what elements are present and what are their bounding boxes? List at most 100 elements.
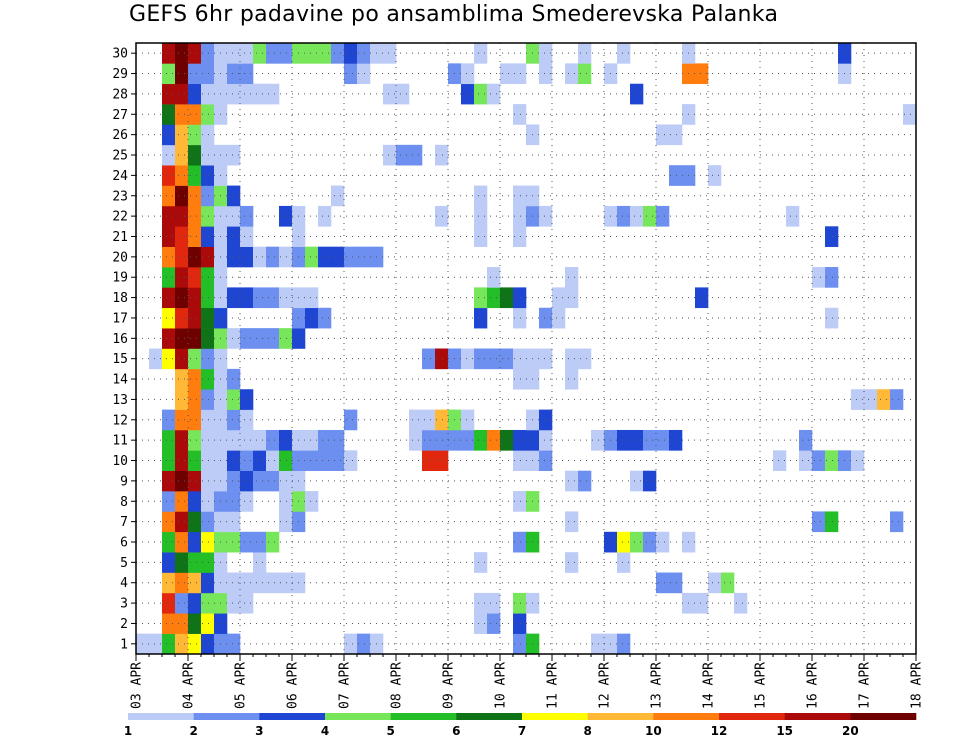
- heatmap-cell: [812, 450, 826, 471]
- heatmap-cell: [318, 307, 332, 329]
- heatmap-cell: [162, 348, 176, 370]
- heatmap-cell: [487, 613, 501, 634]
- heatmap-cell: [240, 470, 254, 492]
- heatmap-cell: [396, 144, 410, 166]
- heatmap-cell: [422, 348, 436, 370]
- legend-swatch: [259, 713, 326, 720]
- y-tick-label: 19: [112, 271, 128, 286]
- heatmap-cell: [227, 144, 241, 166]
- heatmap-cell: [487, 592, 501, 614]
- x-tick-label: 09 APR: [442, 662, 457, 709]
- heatmap-cell: [201, 511, 215, 533]
- heatmap-cell: [188, 348, 202, 370]
- heatmap-cell: [474, 429, 488, 451]
- heatmap-cell: [201, 409, 215, 431]
- heatmap-cell: [279, 205, 293, 227]
- x-tick-label: 07 APR: [338, 662, 353, 709]
- legend-label: 3: [255, 724, 263, 738]
- heatmap-cell: [240, 491, 254, 512]
- heatmap-cell: [435, 409, 449, 431]
- heatmap-cell: [396, 83, 410, 105]
- heatmap-cell: [201, 83, 215, 105]
- heatmap-cell: [565, 511, 579, 533]
- heatmap-cell: [253, 43, 267, 64]
- heatmap-cell: [513, 205, 527, 227]
- heatmap-cell: [513, 348, 527, 370]
- heatmap-cell: [201, 429, 215, 451]
- heatmap-cell: [227, 633, 241, 655]
- y-tick-label: 29: [112, 67, 128, 82]
- x-tick-label: 08 APR: [390, 662, 405, 709]
- y-tick-label: 27: [112, 108, 128, 123]
- heatmap-cell: [201, 124, 215, 146]
- heatmap-cell: [201, 592, 215, 614]
- heatmap-cell: [565, 348, 579, 370]
- heatmap-cell: [500, 348, 514, 370]
- heatmap-cell: [201, 185, 215, 207]
- x-tick-label: 15 APR: [754, 662, 769, 709]
- x-tick-label: 14 APR: [702, 662, 717, 709]
- heatmap-cell: [565, 368, 579, 390]
- heatmap-cell: [162, 43, 176, 64]
- y-tick-label: 3: [120, 597, 128, 612]
- heatmap-cell: [175, 470, 189, 492]
- heatmap-cell: [513, 450, 527, 471]
- y-tick-label: 15: [112, 352, 128, 367]
- heatmap-cell: [513, 287, 527, 309]
- heatmap-cell: [188, 552, 202, 573]
- heatmap-cell: [162, 205, 176, 227]
- heatmap-cell: [318, 246, 332, 268]
- heatmap-cell: [175, 205, 189, 227]
- y-tick-label: 20: [112, 250, 128, 265]
- heatmap-cell: [487, 83, 501, 105]
- heatmap-cell: [279, 287, 293, 309]
- heatmap-cell: [201, 267, 215, 288]
- heatmap-cell: [266, 450, 280, 471]
- heatmap-cell: [175, 165, 189, 186]
- heatmap-cell: [201, 307, 215, 329]
- heatmap-cell: [162, 83, 176, 105]
- heatmap-cell: [695, 63, 709, 85]
- heatmap-cell: [240, 531, 254, 553]
- heatmap-cell: [201, 205, 215, 227]
- heatmap-cell: [175, 450, 189, 471]
- heatmap-cell: [643, 429, 657, 451]
- heatmap-cell: [240, 226, 254, 247]
- heatmap-cell: [227, 328, 241, 349]
- heatmap-cell: [162, 185, 176, 207]
- x-tick-label: 18 APR: [910, 662, 925, 709]
- heatmap-cell: [201, 328, 215, 349]
- heatmap-cell: [279, 328, 293, 349]
- heatmap-cell: [266, 429, 280, 451]
- heatmap-cell: [461, 83, 475, 105]
- heatmap-cell: [175, 267, 189, 288]
- heatmap-cell: [656, 572, 670, 594]
- y-tick-label: 25: [112, 149, 128, 164]
- heatmap-cell: [175, 328, 189, 349]
- heatmap-cell: [500, 429, 514, 451]
- heatmap-cell: [240, 328, 254, 349]
- heatmap-cell: [162, 226, 176, 247]
- heatmap-cell: [188, 104, 202, 125]
- heatmap-cell: [552, 307, 566, 329]
- heatmap-cell: [175, 592, 189, 614]
- heatmap-cell: [279, 450, 293, 471]
- heatmap-cell: [240, 43, 254, 64]
- y-tick-label: 9: [120, 474, 128, 489]
- heatmap-cell: [175, 104, 189, 125]
- heatmap-cell: [188, 185, 202, 207]
- y-tick-label: 23: [112, 189, 128, 204]
- heatmap-cell: [162, 63, 176, 85]
- heatmap-cell: [253, 83, 267, 105]
- heatmap-cell: [305, 246, 319, 268]
- heatmap-cell: [175, 429, 189, 451]
- legend-label: 8: [583, 724, 591, 738]
- heatmap-cell: [266, 531, 280, 553]
- heatmap-cell: [656, 205, 670, 227]
- heatmap-cell: [903, 104, 917, 125]
- heatmap-cell: [175, 307, 189, 329]
- heatmap-cell: [175, 226, 189, 247]
- heatmap-cell: [227, 246, 241, 268]
- legend-label: 6: [452, 724, 460, 738]
- heatmap-cell: [786, 205, 800, 227]
